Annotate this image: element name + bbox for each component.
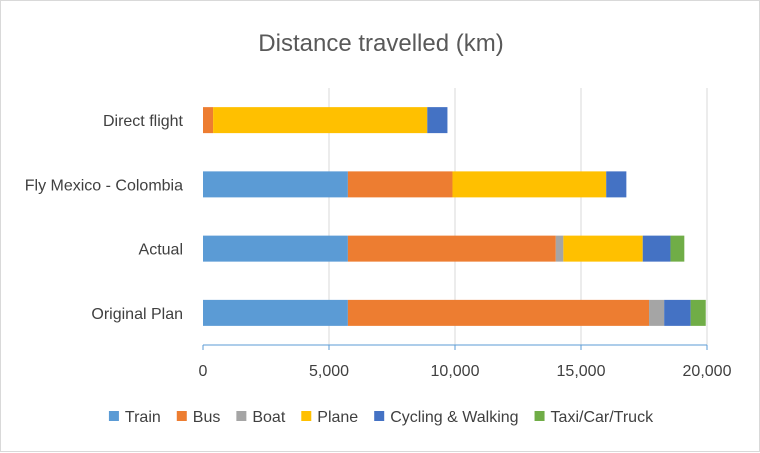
x-tick-label: 5,000 [309,363,349,380]
legend-swatch [374,411,385,421]
bar-bus-fly-mexico-colombia [347,171,453,198]
category-label: Actual [139,242,183,259]
bar-taxi-car-truck-actual [670,235,685,262]
bar-cycling-walking-fly-mexico-colombia [606,171,627,198]
bar-cycling-walking-direct-flight [427,107,448,134]
legend-swatch [176,411,187,421]
bar-bus-direct-flight [203,107,214,134]
legend-label: Cycling & Walking [390,409,518,426]
bar-bus-actual [347,235,556,262]
bar-cycling-walking-original-plan [664,299,691,326]
legend-label: Taxi/Car/Truck [551,409,655,426]
x-tick-label: 15,000 [557,363,606,380]
bar-bus-original-plan [347,299,650,326]
legend-label: Plane [317,409,358,426]
bar-boat-actual [555,235,564,262]
category-label: Direct flight [103,113,184,130]
legend: Train Bus Boat Plane Cycling & Walking Taxi/C… [108,409,655,426]
legend-item-cycling-walking: Cycling & Walking [374,409,519,426]
bars [203,107,706,326]
legend-item-train: Train [108,409,161,426]
legend-label: Bus [193,409,221,426]
legend-label: Boat [252,409,285,426]
x-axis: 0 5,000 10,000 15,000 20,000 [199,344,732,380]
legend-swatch [108,411,119,421]
bar-plane-actual [563,235,643,262]
bar-train-fly-mexico-colombia [203,171,348,198]
bar-train-original-plan [203,299,348,326]
legend-item-taxi-car-truck: Taxi/Car/Truck [534,409,655,426]
legend-item-plane: Plane [301,409,358,426]
legend-item-bus: Bus [176,409,221,426]
bar-plane-direct-flight [213,107,428,134]
category-label: Original Plan [91,306,183,323]
x-tick-label: 10,000 [431,363,480,380]
bar-boat-original-plan [649,299,665,326]
category-labels: Direct flight Fly Mexico - Colombia Actual… [25,113,184,323]
category-label: Fly Mexico - Colombia [25,177,183,194]
bar-train-actual [203,235,348,262]
bar-taxi-car-truck-original-plan [690,299,706,326]
x-tick-label: 0 [199,363,208,380]
chart-title: Distance travelled (km) [258,30,503,57]
legend-swatch [236,411,247,421]
legend-swatch [301,411,312,421]
x-tick-label: 20,000 [683,363,732,380]
bar-cycling-walking-actual [642,235,671,262]
legend-swatch [534,411,545,421]
legend-item-boat: Boat [236,409,286,426]
bar-plane-fly-mexico-colombia [452,171,607,198]
legend-label: Train [125,409,161,426]
